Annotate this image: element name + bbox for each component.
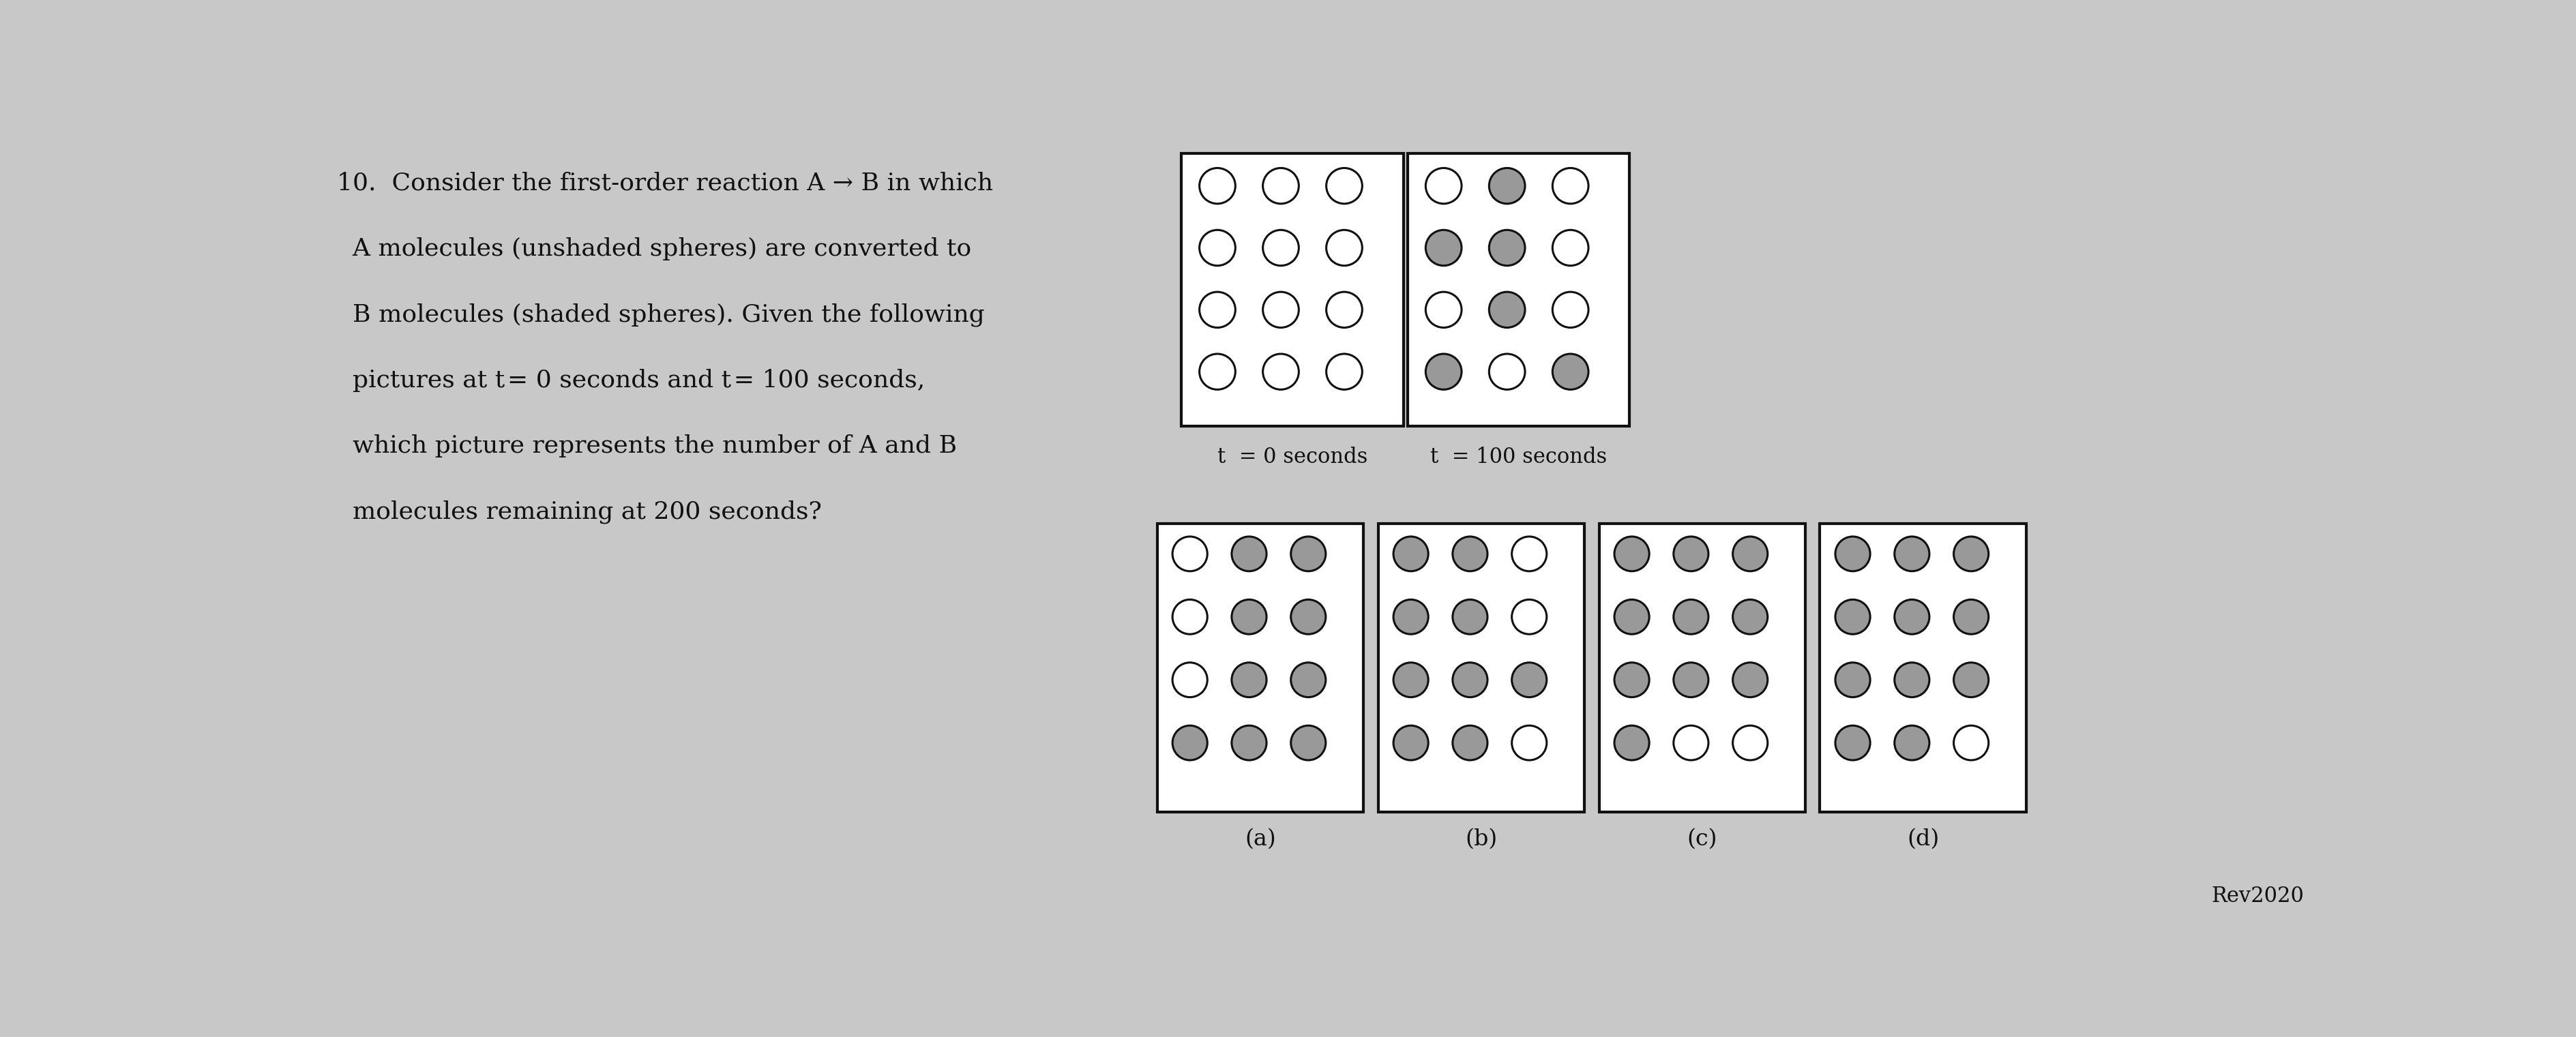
- Text: molecules remaining at 200 seconds?: molecules remaining at 200 seconds?: [337, 500, 822, 524]
- Circle shape: [1262, 230, 1298, 265]
- Circle shape: [1953, 536, 1989, 571]
- Circle shape: [1615, 663, 1649, 697]
- Circle shape: [1453, 663, 1486, 697]
- Circle shape: [1674, 726, 1708, 760]
- Circle shape: [1834, 726, 1870, 760]
- Circle shape: [1291, 599, 1327, 635]
- Circle shape: [1200, 168, 1236, 203]
- Circle shape: [1553, 168, 1589, 203]
- Circle shape: [1231, 663, 1267, 697]
- Circle shape: [1262, 354, 1298, 390]
- Bar: [1406, 153, 1631, 426]
- Circle shape: [1327, 168, 1363, 203]
- Circle shape: [1834, 663, 1870, 697]
- Circle shape: [1512, 536, 1546, 571]
- Circle shape: [1394, 536, 1427, 571]
- Circle shape: [1200, 354, 1236, 390]
- Circle shape: [1489, 168, 1525, 203]
- Circle shape: [1674, 536, 1708, 571]
- Circle shape: [1893, 663, 1929, 697]
- Text: pictures at t = 0 seconds and t = 100 seconds,: pictures at t = 0 seconds and t = 100 se…: [337, 368, 925, 392]
- Circle shape: [1734, 726, 1767, 760]
- Bar: [1378, 524, 1584, 812]
- Text: B molecules (shaded spheres). Given the following: B molecules (shaded spheres). Given the …: [337, 303, 984, 327]
- Text: which picture represents the number of A and B: which picture represents the number of A…: [337, 435, 956, 457]
- Circle shape: [1512, 663, 1546, 697]
- Circle shape: [1615, 726, 1649, 760]
- Circle shape: [1553, 230, 1589, 265]
- Circle shape: [1512, 726, 1546, 760]
- Circle shape: [1172, 726, 1208, 760]
- Bar: [1600, 524, 1806, 812]
- Circle shape: [1291, 663, 1327, 697]
- Text: A molecules (unshaded spheres) are converted to: A molecules (unshaded spheres) are conve…: [337, 237, 971, 260]
- Bar: [1182, 153, 1404, 426]
- Circle shape: [1172, 599, 1208, 635]
- Text: (d): (d): [1906, 828, 1940, 849]
- Circle shape: [1172, 536, 1208, 571]
- Circle shape: [1489, 354, 1525, 390]
- Circle shape: [1327, 230, 1363, 265]
- Circle shape: [1953, 599, 1989, 635]
- Circle shape: [1200, 230, 1236, 265]
- Text: (a): (a): [1244, 828, 1275, 849]
- Circle shape: [1172, 663, 1208, 697]
- Circle shape: [1674, 599, 1708, 635]
- Circle shape: [1893, 726, 1929, 760]
- Circle shape: [1734, 536, 1767, 571]
- Circle shape: [1834, 536, 1870, 571]
- Circle shape: [1834, 599, 1870, 635]
- Circle shape: [1425, 354, 1461, 390]
- Circle shape: [1291, 536, 1327, 571]
- Circle shape: [1394, 726, 1427, 760]
- Circle shape: [1512, 599, 1546, 635]
- Circle shape: [1231, 599, 1267, 635]
- Circle shape: [1200, 291, 1236, 328]
- Circle shape: [1553, 291, 1589, 328]
- Circle shape: [1615, 599, 1649, 635]
- Text: t  = 0 seconds: t = 0 seconds: [1218, 446, 1368, 468]
- Circle shape: [1553, 354, 1589, 390]
- Circle shape: [1262, 168, 1298, 203]
- Circle shape: [1231, 536, 1267, 571]
- Text: (b): (b): [1466, 828, 1497, 849]
- Circle shape: [1453, 726, 1486, 760]
- Circle shape: [1489, 230, 1525, 265]
- Bar: [1821, 524, 2027, 812]
- Bar: [1157, 524, 1363, 812]
- Circle shape: [1425, 168, 1461, 203]
- Circle shape: [1893, 536, 1929, 571]
- Text: (c): (c): [1687, 828, 1718, 849]
- Circle shape: [1453, 599, 1486, 635]
- Circle shape: [1489, 291, 1525, 328]
- Circle shape: [1953, 663, 1989, 697]
- Circle shape: [1425, 291, 1461, 328]
- Text: t  = 100 seconds: t = 100 seconds: [1430, 446, 1607, 468]
- Circle shape: [1953, 726, 1989, 760]
- Text: Rev2020: Rev2020: [2210, 886, 2303, 906]
- Circle shape: [1615, 536, 1649, 571]
- Text: 10.  Consider the first-order reaction A → B in which: 10. Consider the first-order reaction A …: [337, 172, 992, 195]
- Circle shape: [1231, 726, 1267, 760]
- Circle shape: [1327, 291, 1363, 328]
- Circle shape: [1394, 663, 1427, 697]
- Circle shape: [1734, 663, 1767, 697]
- Circle shape: [1262, 291, 1298, 328]
- Circle shape: [1425, 230, 1461, 265]
- Circle shape: [1674, 663, 1708, 697]
- Circle shape: [1893, 599, 1929, 635]
- Circle shape: [1327, 354, 1363, 390]
- Circle shape: [1291, 726, 1327, 760]
- Circle shape: [1394, 599, 1427, 635]
- Circle shape: [1734, 599, 1767, 635]
- Circle shape: [1453, 536, 1486, 571]
